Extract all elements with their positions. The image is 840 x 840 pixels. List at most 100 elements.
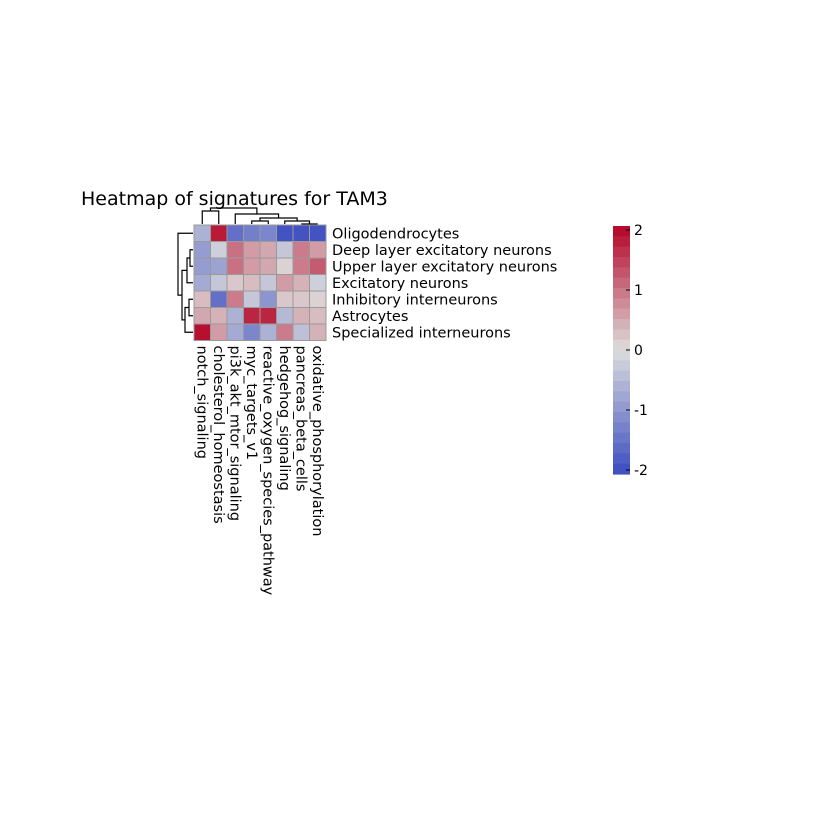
legend-color-step: [613, 381, 630, 392]
row-dendrogram-branch: [189, 249, 193, 267]
legend-color-step: [613, 257, 630, 268]
row-label: Astrocytes: [332, 309, 408, 325]
legend-color-step: [613, 339, 630, 351]
heatmap-cell: [243, 290, 261, 308]
legend-color-step: [613, 360, 630, 372]
heatmap-cell: [309, 290, 327, 308]
heatmap-cell: [292, 290, 310, 308]
heatmap-cell: [243, 257, 261, 275]
heatmap-cell: [276, 257, 294, 275]
heatmap-cell: [226, 224, 244, 242]
heatmap-cell: [259, 290, 277, 308]
heatmap-cell: [259, 224, 277, 242]
row-dendrogram-branch: [177, 232, 193, 296]
heatmap-cell: [210, 224, 228, 242]
heatmap-cell: [309, 257, 327, 275]
heatmap-cell: [243, 274, 261, 292]
legend-color-step: [613, 370, 630, 382]
heatmap-cell: [259, 274, 277, 292]
heatmap-cell: [243, 323, 261, 341]
legend-color-step: [613, 319, 630, 330]
heatmap-cell: [292, 257, 310, 275]
heatmap-cell: [276, 274, 294, 292]
heatmap-cell: [210, 257, 228, 275]
row-label: Deep layer excitatory neurons: [332, 243, 552, 259]
legend-tick-label: 0: [634, 343, 643, 359]
legend-tick-label: 2: [634, 223, 643, 239]
heatmap-cell: [243, 224, 261, 242]
column-dendrogram: [201, 207, 318, 225]
column-dendrogram-branch: [234, 213, 280, 224]
heatmap-cell: [210, 290, 228, 308]
chart-title: Heatmap of signatures for TAM3: [81, 188, 388, 210]
legend-color-step: [613, 329, 630, 341]
column-label: myc_targets_v1: [243, 346, 259, 461]
legend-color-step: [613, 277, 630, 289]
row-label: Specialized interneurons: [332, 325, 511, 341]
row-dendrogram: [177, 232, 193, 333]
heatmap-cell: [309, 224, 327, 242]
column-dendrogram-branch: [251, 220, 269, 224]
legend-color-step: [613, 401, 630, 413]
heatmap-cell: [210, 323, 228, 341]
heatmap-cell: [259, 307, 277, 325]
heatmap-cell: [193, 274, 211, 292]
heatmap-cell: [292, 323, 310, 341]
heatmap-cell: [193, 241, 211, 259]
heatmap-cell: [276, 241, 294, 259]
legend-tick-label: -2: [634, 463, 648, 479]
heatmap-cell: [226, 307, 244, 325]
heatmap-cell: [226, 241, 244, 259]
heatmap-cell: [276, 307, 294, 325]
heatmap-cell: [226, 290, 244, 308]
column-label: oxidative_phosphorylation: [309, 346, 325, 537]
column-label: reactive_oxygen_species_pathway: [259, 346, 275, 596]
column-labels: notch_signaling cholesterol_homeostasis pi…: [193, 346, 325, 596]
legend-color-step: [613, 391, 630, 403]
legend-color-step: [613, 246, 630, 258]
legend-color-step: [613, 308, 630, 320]
heatmap-cell: [292, 224, 310, 242]
column-label: pancreas_beta_cells: [292, 346, 308, 492]
heatmap-cell: [259, 241, 277, 259]
column-dendrogram-branch: [209, 207, 258, 214]
heatmap-cell: [226, 257, 244, 275]
legend-color-step: [613, 453, 630, 465]
row-label: Oligodendrocytes: [332, 226, 459, 242]
legend-color-step: [613, 432, 630, 444]
column-dendrogram-branch: [201, 210, 220, 224]
row-dendrogram-branch: [188, 298, 193, 317]
column-label: pi3k_akt_mtor_signaling: [226, 346, 242, 522]
heatmap-cell: [276, 224, 294, 242]
legend-color-step: [613, 443, 630, 454]
legend-color-step: [613, 298, 630, 310]
heatmap-cell: [259, 323, 277, 341]
heatmap-cell: [292, 307, 310, 325]
legend-color-step: [613, 463, 630, 475]
heatmap-cell: [309, 307, 327, 325]
heatmap-cell: [309, 274, 327, 292]
legend-color-step: [613, 350, 630, 361]
legend-color-step: [613, 412, 630, 423]
heatmap-cells: [193, 224, 327, 341]
heatmap-cell: [276, 323, 294, 341]
row-label: Upper layer excitatory neurons: [332, 259, 557, 275]
heatmap-cell: [309, 241, 327, 259]
heatmap-cell: [193, 307, 211, 325]
heatmap-cell: [309, 323, 327, 341]
heatmap-cell: [276, 290, 294, 308]
legend-color-step: [613, 236, 630, 248]
legend-color-step: [613, 288, 630, 299]
color-legend: 2 1 0 -1 -2: [613, 223, 648, 479]
heatmap-cell: [193, 257, 211, 275]
heatmap-cell: [193, 224, 211, 242]
legend-color-step: [613, 226, 630, 237]
heatmap-cell: [243, 241, 261, 259]
column-label: hedgehog_signaling: [276, 346, 292, 491]
heatmap-cell: [193, 290, 211, 308]
legend-color-step: [613, 267, 630, 279]
heatmap-cell: [226, 323, 244, 341]
heatmap-cell: [292, 274, 310, 292]
column-label: cholesterol_homeostasis: [210, 346, 226, 524]
